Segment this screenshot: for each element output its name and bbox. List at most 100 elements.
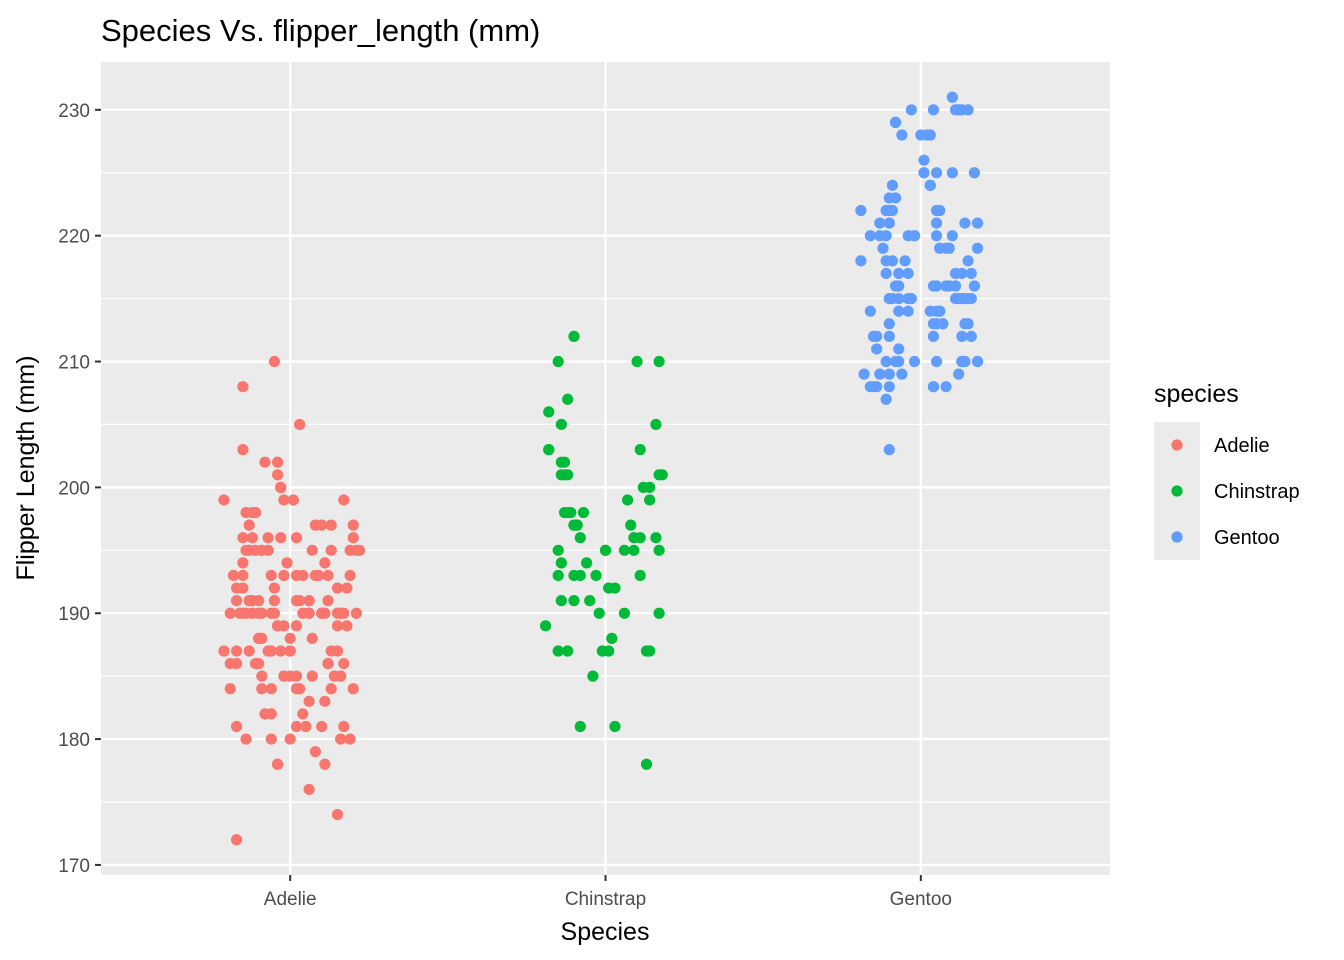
data-point-gentoo bbox=[962, 318, 974, 330]
data-point-chinstrap bbox=[637, 481, 649, 493]
data-point-gentoo bbox=[959, 217, 971, 229]
data-point-adelie bbox=[284, 670, 296, 682]
data-point-adelie bbox=[278, 569, 290, 582]
data-point-adelie bbox=[284, 733, 296, 745]
data-point-adelie bbox=[265, 683, 277, 695]
data-point-chinstrap bbox=[587, 670, 599, 682]
data-point-adelie bbox=[230, 595, 243, 607]
data-point-adelie bbox=[290, 595, 303, 607]
data-point-chinstrap bbox=[552, 355, 564, 368]
data-point-gentoo bbox=[886, 255, 899, 267]
y-tick-label: 170 bbox=[58, 856, 90, 877]
data-point-adelie bbox=[275, 481, 287, 493]
data-point-gentoo bbox=[883, 368, 895, 380]
data-point-gentoo bbox=[971, 355, 984, 368]
y-axis-title: Flipper Length (mm) bbox=[12, 355, 40, 580]
data-point-gentoo bbox=[880, 355, 892, 368]
data-point-adelie bbox=[237, 381, 249, 393]
data-point-adelie bbox=[275, 645, 287, 657]
data-point-adelie bbox=[230, 834, 243, 846]
data-point-chinstrap bbox=[568, 569, 580, 582]
data-point-adelie bbox=[316, 607, 328, 619]
data-point-adelie bbox=[265, 708, 277, 720]
data-point-gentoo bbox=[953, 104, 965, 116]
data-point-adelie bbox=[341, 582, 353, 594]
data-point-gentoo bbox=[927, 104, 940, 116]
data-point-gentoo bbox=[908, 355, 921, 368]
data-point-adelie bbox=[322, 595, 334, 607]
data-point-adelie bbox=[335, 670, 347, 682]
data-point-adelie bbox=[306, 670, 318, 682]
x-tick-label: Adelie bbox=[264, 889, 317, 910]
data-point-adelie bbox=[271, 758, 284, 770]
data-point-gentoo bbox=[864, 230, 876, 242]
data-point-chinstrap bbox=[634, 569, 646, 582]
data-point-chinstrap bbox=[618, 607, 631, 619]
data-point-adelie bbox=[341, 620, 353, 632]
data-point-adelie bbox=[309, 569, 322, 582]
data-point-adelie bbox=[268, 595, 281, 607]
data-point-adelie bbox=[230, 720, 243, 733]
data-point-adelie bbox=[262, 645, 274, 657]
data-point-adelie bbox=[262, 532, 274, 544]
data-point-adelie bbox=[268, 355, 281, 368]
data-point-chinstrap bbox=[653, 469, 665, 481]
data-point-adelie bbox=[306, 632, 318, 644]
data-point-gentoo bbox=[934, 204, 946, 217]
data-point-chinstrap bbox=[618, 544, 631, 556]
data-point-adelie bbox=[265, 733, 277, 745]
data-point-chinstrap bbox=[574, 720, 586, 733]
data-point-gentoo bbox=[883, 444, 895, 456]
data-point-gentoo bbox=[886, 179, 899, 191]
data-point-chinstrap bbox=[577, 506, 590, 519]
data-point-adelie bbox=[218, 494, 230, 506]
data-point-adelie bbox=[319, 557, 331, 569]
data-point-adelie bbox=[303, 695, 315, 707]
data-point-chinstrap bbox=[640, 758, 653, 770]
data-point-chinstrap bbox=[603, 645, 615, 657]
data-point-chinstrap bbox=[628, 532, 640, 544]
data-point-adelie bbox=[319, 695, 331, 707]
data-point-gentoo bbox=[855, 204, 867, 217]
data-point-adelie bbox=[290, 532, 303, 544]
data-point-chinstrap bbox=[543, 406, 555, 418]
data-point-gentoo bbox=[927, 330, 940, 342]
data-point-gentoo bbox=[880, 267, 892, 280]
data-point-adelie bbox=[309, 746, 322, 758]
data-point-gentoo bbox=[902, 267, 914, 280]
data-point-gentoo bbox=[858, 368, 870, 380]
data-point-adelie bbox=[325, 544, 337, 556]
data-point-adelie bbox=[256, 683, 268, 695]
data-point-chinstrap bbox=[552, 544, 564, 556]
data-point-chinstrap bbox=[555, 595, 567, 607]
data-point-chinstrap bbox=[599, 544, 612, 556]
data-point-gentoo bbox=[871, 343, 883, 355]
data-point-gentoo bbox=[930, 217, 943, 229]
data-point-gentoo bbox=[956, 355, 968, 368]
data-point-gentoo bbox=[930, 355, 943, 368]
data-point-adelie bbox=[284, 645, 296, 657]
data-point-gentoo bbox=[883, 330, 895, 342]
data-point-gentoo bbox=[874, 368, 886, 380]
legend-key-adelie bbox=[1171, 439, 1183, 451]
data-point-adelie bbox=[268, 582, 281, 594]
data-point-adelie bbox=[331, 808, 344, 821]
data-point-adelie bbox=[325, 519, 337, 531]
data-point-adelie bbox=[297, 708, 309, 720]
data-point-chinstrap bbox=[644, 494, 656, 506]
data-point-adelie bbox=[253, 595, 265, 607]
data-point-gentoo bbox=[930, 318, 943, 330]
data-point-adelie bbox=[237, 532, 249, 544]
data-point-gentoo bbox=[918, 154, 930, 166]
data-point-gentoo bbox=[940, 280, 952, 292]
data-point-adelie bbox=[347, 683, 359, 695]
data-point-adelie bbox=[259, 456, 271, 468]
data-point-adelie bbox=[294, 683, 306, 695]
data-point-gentoo bbox=[893, 267, 905, 280]
data-point-adelie bbox=[240, 733, 252, 745]
data-point-chinstrap bbox=[539, 620, 552, 632]
data-point-adelie bbox=[253, 607, 265, 619]
y-tick-label: 190 bbox=[58, 604, 90, 625]
data-point-gentoo bbox=[915, 129, 927, 141]
